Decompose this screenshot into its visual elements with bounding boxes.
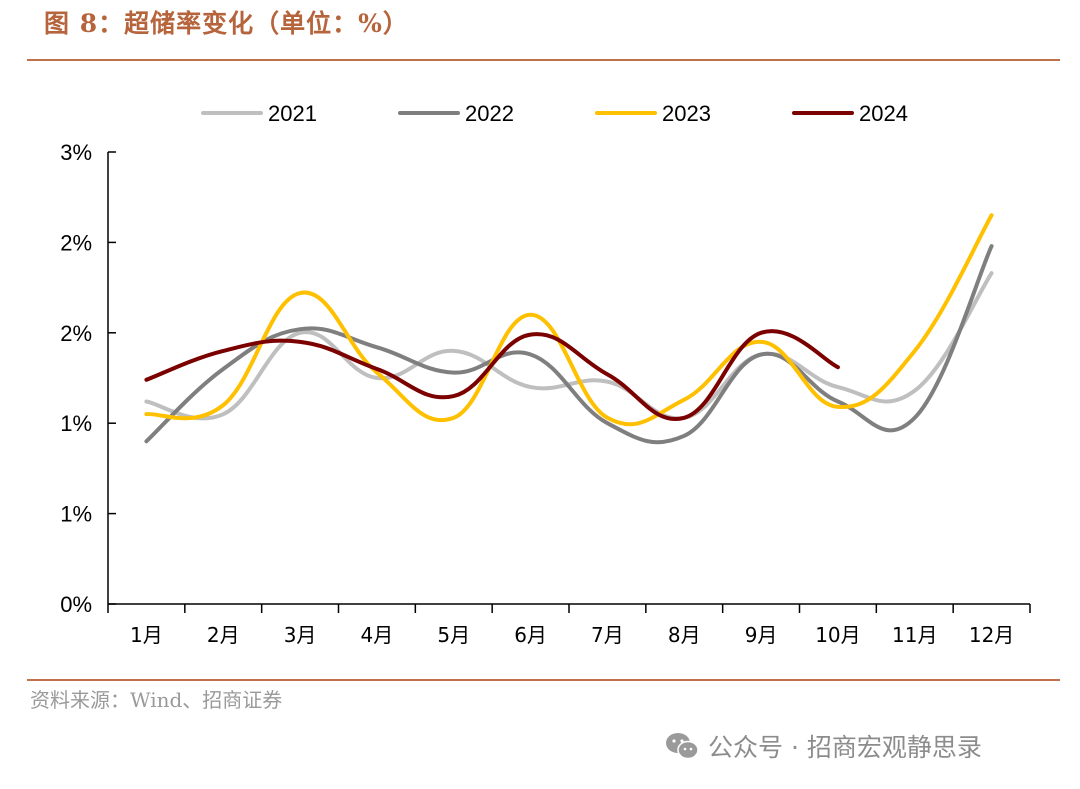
figure-title: 图 8：超储率变化（单位：%） [44,9,409,38]
x-tick-label: 8月 [668,623,701,647]
x-tick-label: 3月 [284,623,317,647]
y-tick-label: 2% [60,230,92,255]
y-tick-label: 0% [60,592,92,617]
x-tick-label: 7月 [591,623,624,647]
x-tick-label: 12月 [969,623,1014,647]
x-tick-label: 10月 [815,623,860,647]
watermark: 公众号 · 招商宏观静思录 [664,728,982,764]
chart-series [144,213,994,445]
source-note: 资料来源：Wind、招商证券 [30,688,283,712]
x-tick-label: 6月 [514,623,547,647]
series-line-2024 [144,329,840,422]
y-tick-label: 2% [60,321,92,346]
watermark-text: 公众号 · 招商宏观静思录 [708,733,982,762]
line-chart: 2021 2022 2023 2024 0% 1% 1% 2% 2% 3% 1月 2月 3月 4月 5月 6… [60,101,1031,647]
series-line-2023 [144,213,994,427]
legend-label-2021: 2021 [268,101,317,126]
x-tick-label: 11月 [892,623,937,647]
wechat-icon [666,733,699,760]
chart-axes: 0% 1% 1% 2% 2% 3% 1月 2月 3月 4月 5月 6月 7月 8月 9月 10月 11月 12月 [60,140,1031,647]
x-tick-label: 2月 [207,623,240,647]
x-tick-label: 4月 [361,623,394,647]
series-line-2022 [144,244,994,445]
x-tick-label: 1月 [130,623,163,647]
x-tick-label: 5月 [437,623,470,647]
bottom-divider [27,679,1060,681]
y-tick-label: 1% [60,411,92,436]
chart-legend: 2021 2022 2023 2024 [201,101,908,126]
y-tick-label: 3% [60,140,92,165]
legend-label-2022: 2022 [465,101,514,126]
top-divider [27,59,1060,61]
y-tick-label: 1% [60,502,92,527]
legend-label-2023: 2023 [662,101,711,126]
x-tick-label: 9月 [745,623,778,647]
legend-label-2024: 2024 [859,101,908,126]
